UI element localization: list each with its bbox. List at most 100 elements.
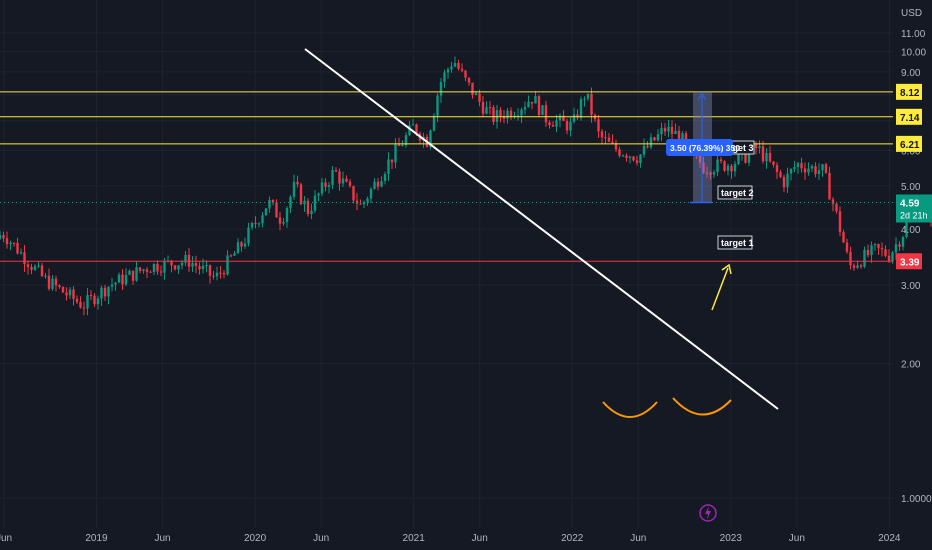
candle-body <box>478 93 481 102</box>
candle-body <box>628 156 632 158</box>
candle-body <box>621 155 625 157</box>
candle-body <box>894 244 898 253</box>
time-axis[interactable]: Jun 2019 Jun 2020 Jun 2021 Jun 2022 Jun 2023 Jun 20… <box>0 533 932 544</box>
candle-body <box>464 70 467 78</box>
candle-body <box>873 243 877 246</box>
candle-body <box>481 101 485 114</box>
time-tick-label: Jun <box>313 533 329 544</box>
candle-body <box>282 222 285 224</box>
level-badge-label: 3.39 <box>900 257 920 268</box>
candle-body <box>131 270 135 281</box>
candle-body <box>898 244 901 247</box>
candle-body <box>597 119 600 132</box>
candle-body <box>320 182 324 194</box>
candle-body <box>705 172 709 174</box>
candle-body <box>292 181 296 197</box>
cup-arc-left <box>602 401 658 418</box>
candle-body <box>607 137 611 142</box>
candle-body <box>240 242 243 247</box>
candle-body <box>205 265 208 267</box>
candle-body <box>236 242 240 254</box>
candle-body <box>142 269 145 271</box>
candle-body <box>19 252 23 254</box>
price-tick-label: 9.00 <box>901 68 921 79</box>
annotations: target 1 target 2 target 33.50 (76.39%) 35… <box>304 48 779 418</box>
current-price-label: 4.59 <box>900 198 920 209</box>
lightning-icon[interactable] <box>699 504 717 522</box>
candle-body <box>835 203 838 212</box>
candle-body <box>159 271 163 273</box>
candle-body <box>849 251 852 266</box>
price-tick-label: 1.0000 <box>901 494 932 505</box>
candle-body <box>800 163 803 169</box>
candle-body <box>656 134 660 141</box>
candle-body <box>191 263 194 267</box>
candle-body <box>723 161 726 171</box>
candle-body <box>831 199 835 204</box>
candle-body <box>40 265 44 277</box>
candle-body <box>726 165 730 171</box>
candle-body <box>401 145 404 147</box>
candle-body <box>180 262 184 266</box>
candle-body <box>324 182 327 187</box>
candle-body <box>331 170 334 185</box>
candle-body <box>96 298 100 305</box>
candle-body <box>404 135 408 146</box>
price-tick-label: 11.00 <box>901 29 926 40</box>
price-tick-label: 6.00 <box>901 147 921 158</box>
candle-body <box>803 168 807 173</box>
candle-body <box>754 144 758 149</box>
countdown-label: 2d 21h <box>900 210 928 220</box>
candle-body <box>660 128 663 135</box>
candle-body <box>257 223 261 225</box>
price-tick-label: 2.00 <box>901 360 921 371</box>
candle-body <box>866 250 870 256</box>
candle-body <box>600 131 604 138</box>
candle-body <box>541 105 544 115</box>
candle-body <box>887 255 891 262</box>
candle-body <box>317 193 320 196</box>
projection-arrow <box>711 267 729 311</box>
candle-body <box>254 223 257 225</box>
candle-body <box>114 282 117 285</box>
candle-body <box>334 170 338 172</box>
candle-body <box>110 284 114 287</box>
level-badge <box>896 135 922 152</box>
candle-body <box>390 159 394 163</box>
candle-body <box>495 110 499 122</box>
candle-body <box>51 278 54 289</box>
candle-body <box>709 172 712 175</box>
candle-body <box>156 263 159 272</box>
time-tick-label: Jun <box>789 533 805 544</box>
price-axis[interactable]: 11.0010.009.008.007.006.005.004.003.002.… <box>896 29 932 505</box>
candle-body <box>782 176 786 188</box>
candle-body <box>905 222 908 237</box>
candle-body <box>499 110 502 117</box>
candle-body <box>548 122 551 126</box>
candle-body <box>674 130 677 134</box>
candle-body <box>443 72 446 82</box>
candle-body <box>716 159 719 173</box>
candle-body <box>670 126 674 134</box>
target-box <box>717 185 753 200</box>
candle-body <box>877 243 880 248</box>
candle-body <box>807 168 810 173</box>
candle-body <box>712 172 716 175</box>
candle-body <box>376 181 380 187</box>
candle-body <box>667 126 670 132</box>
candle-body <box>37 265 40 267</box>
target-label: target 3 <box>721 143 754 153</box>
candle-body <box>824 164 828 173</box>
candle-body <box>537 96 541 115</box>
candle-body <box>639 154 642 164</box>
candle-body <box>555 120 558 127</box>
candle-body <box>471 82 474 96</box>
candle-body <box>138 267 142 271</box>
candle-body <box>432 115 436 131</box>
candle-body <box>208 265 212 276</box>
candle-body <box>457 63 460 69</box>
candle-body <box>544 105 548 123</box>
candle-body <box>387 159 390 174</box>
candle-body <box>299 184 303 205</box>
